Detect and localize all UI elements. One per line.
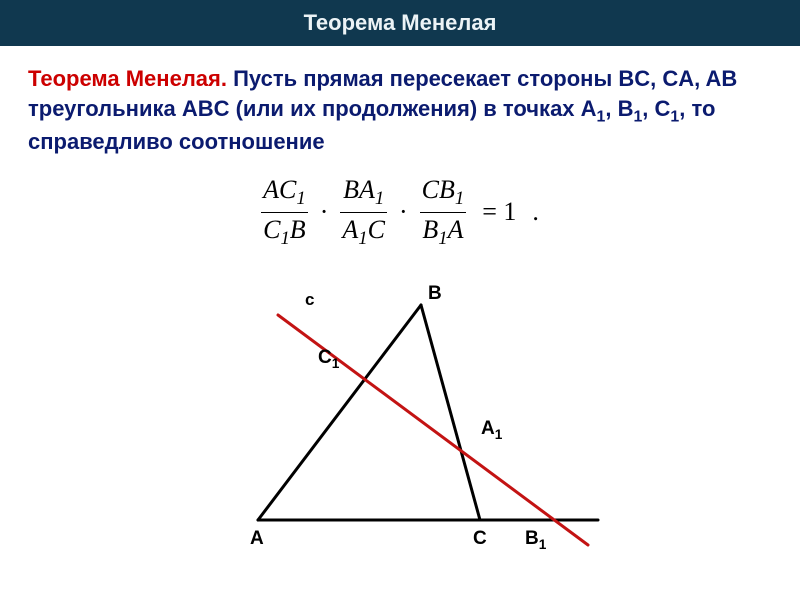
slide-body: Теорема Менелая. Пусть прямая пересекает…	[0, 46, 800, 608]
fraction: CB1B1A	[420, 175, 467, 249]
vertex-label: A	[250, 528, 264, 550]
vertex-label: C	[473, 528, 487, 550]
formula: AC1C1B · BA1A1C · CB1B1A = 1.	[28, 175, 772, 249]
equals: = 1	[476, 197, 516, 227]
vertex-label: A1	[481, 418, 502, 442]
slide-header: Теорема Менелая	[0, 0, 800, 46]
figure-svg	[28, 250, 800, 590]
vertex-label: c	[305, 290, 314, 310]
figure: c B C1 A1 A C B1	[28, 250, 800, 590]
multiply-dot: ·	[318, 197, 331, 227]
fraction: BA1A1C	[340, 175, 387, 249]
slide-title: Теорема Менелая	[304, 10, 497, 35]
vertex-label: B1	[525, 528, 546, 552]
vertex-label: C1	[318, 347, 339, 371]
vertex-label: B	[428, 283, 442, 305]
fraction: AC1C1B	[261, 175, 308, 249]
theorem-text: Теорема Менелая. Пусть прямая пересекает…	[28, 64, 772, 157]
theorem-lead: Теорема Менелая.	[28, 66, 227, 91]
period: .	[526, 197, 539, 227]
multiply-dot: ·	[397, 197, 410, 227]
